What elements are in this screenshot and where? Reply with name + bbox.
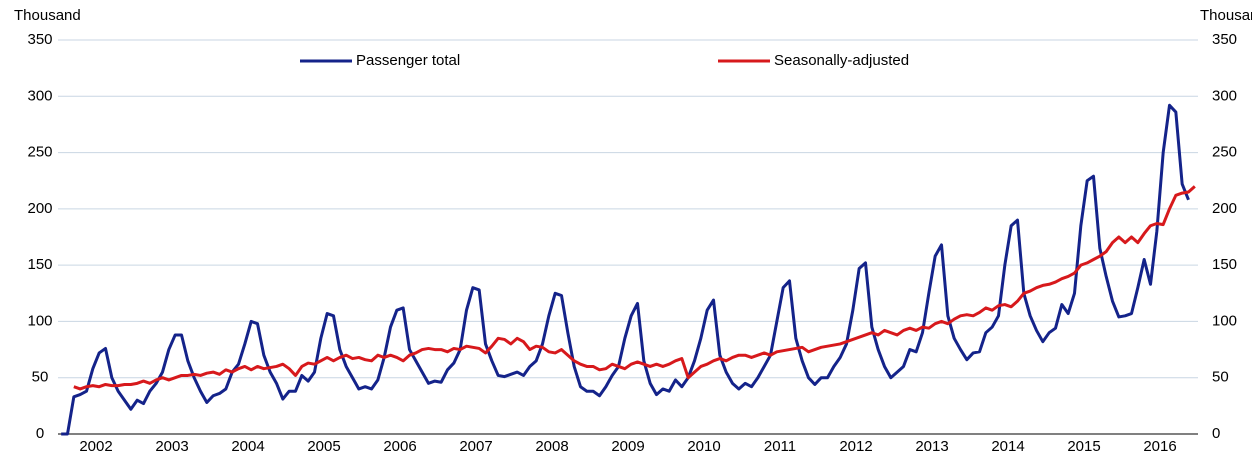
x-tick-label: 2011 [764, 438, 796, 455]
x-tick-label: 2015 [1067, 438, 1100, 455]
y-tick-label: 50 [32, 369, 49, 386]
x-tick-label: 2010 [687, 438, 720, 455]
y2-tick-label: 100 [1212, 312, 1237, 329]
y2-tick-label: 250 [1212, 144, 1237, 161]
y-tick-label: 350 [27, 31, 52, 48]
x-tick-label: 2006 [383, 438, 416, 455]
x-tick-label: 2003 [155, 438, 188, 455]
y-tick-label: 150 [27, 256, 52, 273]
y2-tick-label: 0 [1212, 425, 1220, 442]
x-tick-label: 2008 [535, 438, 568, 455]
y2-tick-label: 200 [1212, 200, 1237, 217]
y-tick-label: 100 [27, 312, 52, 329]
y-tick-label: 0 [36, 425, 44, 442]
line-series [61, 103, 1190, 436]
y-axis-label: Thousand [14, 7, 81, 24]
y-tick-label: 200 [27, 200, 52, 217]
x-tick-label: 2016 [1143, 438, 1176, 455]
line-series [73, 185, 1196, 391]
legend-label: Passenger total [356, 52, 460, 69]
x-tick-label: 2007 [459, 438, 492, 455]
y2-axis-label: Thousand [1200, 7, 1252, 24]
y2-tick-label: 150 [1212, 256, 1237, 273]
y2-tick-label: 50 [1212, 369, 1229, 386]
x-tick-label: 2004 [231, 438, 264, 455]
x-tick-label: 2002 [79, 438, 112, 455]
x-tick-label: 2013 [915, 438, 948, 455]
y2-tick-label: 300 [1212, 87, 1237, 104]
y-tick-label: 300 [27, 87, 52, 104]
x-tick-label: 2012 [839, 438, 872, 455]
legend-label: Seasonally-adjusted [774, 52, 909, 69]
x-tick-label: 2014 [991, 438, 1024, 455]
x-tick-label: 2009 [611, 438, 644, 455]
y-tick-label: 250 [27, 144, 52, 161]
y2-tick-label: 350 [1212, 31, 1237, 48]
x-tick-label: 2005 [307, 438, 340, 455]
